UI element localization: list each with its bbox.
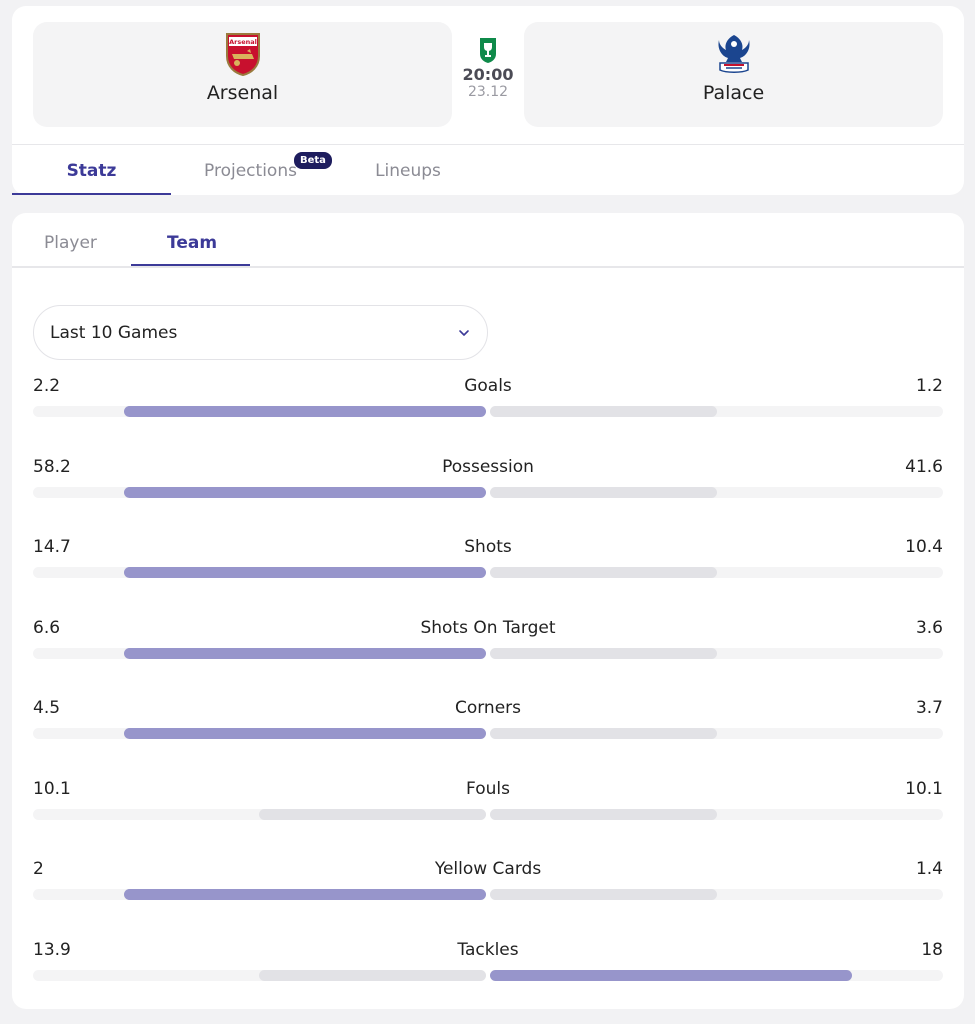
games-filter-select[interactable]: Last 10 Games bbox=[33, 305, 488, 360]
tab-statz[interactable]: Statz bbox=[66, 161, 117, 181]
stat-label: Shots On Target bbox=[420, 617, 556, 638]
stat-home-track bbox=[33, 889, 486, 900]
stat-away-track bbox=[490, 647, 943, 659]
stat-away-track bbox=[490, 728, 943, 739]
stat-away-bar bbox=[490, 969, 852, 981]
stat-label: Fouls bbox=[466, 778, 510, 799]
stat-label: Yellow Cards bbox=[434, 859, 542, 879]
kickoff-time: 20:00 bbox=[462, 65, 514, 84]
stat-home-track bbox=[33, 486, 486, 498]
stat-home-value: 2 bbox=[33, 859, 44, 879]
stat-away-bar bbox=[490, 486, 717, 498]
stat-away-bar bbox=[490, 567, 717, 578]
games-filter-value: Last 10 Games bbox=[50, 322, 178, 343]
subtab-player[interactable]: Player bbox=[44, 233, 97, 253]
stat-away-track bbox=[490, 486, 943, 498]
tab-projections[interactable]: Projections bbox=[204, 161, 297, 181]
svg-text:Arsenal: Arsenal bbox=[229, 38, 257, 46]
stat-away-track bbox=[490, 889, 943, 900]
stat-home-bar bbox=[124, 486, 486, 498]
away-team-card[interactable]: Palace bbox=[524, 22, 943, 127]
stat-home-bar bbox=[124, 647, 486, 659]
stat-away-value: 10.4 bbox=[905, 537, 943, 557]
stat-home-value: 13.9 bbox=[33, 939, 71, 960]
stat-away-bar bbox=[490, 808, 717, 820]
chevron-down-icon bbox=[459, 329, 469, 336]
active-tab-indicator bbox=[12, 193, 171, 195]
stat-home-track bbox=[33, 969, 486, 981]
stat-away-value: 41.6 bbox=[905, 456, 943, 477]
stat-label: Goals bbox=[464, 376, 512, 396]
stat-home-bar bbox=[124, 406, 486, 417]
stat-row: 10.1 Fouls 10.1 bbox=[33, 779, 943, 839]
stat-home-value: 2.2 bbox=[33, 376, 61, 396]
stat-home-track bbox=[33, 406, 486, 417]
stat-home-value: 58.2 bbox=[33, 456, 71, 477]
away-team-name: Palace bbox=[702, 82, 765, 104]
stat-away-value: 10.1 bbox=[905, 778, 943, 799]
stat-home-bar bbox=[124, 728, 486, 739]
stat-away-bar bbox=[490, 889, 717, 900]
stat-row: 14.7 Shots 10.4 bbox=[33, 537, 943, 597]
stat-row: 2.2 Goals 1.2 bbox=[33, 376, 943, 436]
stats-card: Player Team Last 10 Games 2.2 Goals 1.2 58.… bbox=[12, 213, 964, 1009]
stat-away-value: 3.7 bbox=[915, 698, 943, 718]
carabao-cup-icon bbox=[480, 38, 496, 63]
stat-row: 6.6 Shots On Target 3.6 bbox=[33, 618, 943, 678]
match-info: 20:00 23.12 bbox=[452, 36, 524, 100]
stat-away-track bbox=[490, 567, 943, 578]
stat-away-value: 1.4 bbox=[915, 859, 943, 879]
stat-home-value: 14.7 bbox=[33, 537, 71, 557]
home-team-name: Arsenal bbox=[206, 82, 279, 104]
stat-label: Possession bbox=[442, 456, 534, 477]
stat-label: Corners bbox=[454, 698, 522, 718]
stat-row: 13.9 Tackles 18 bbox=[33, 940, 943, 1000]
stat-home-track bbox=[33, 647, 486, 659]
stat-home-track bbox=[33, 567, 486, 578]
stat-away-value: 18 bbox=[921, 939, 943, 960]
stat-home-bar bbox=[124, 889, 486, 900]
stat-away-bar bbox=[490, 728, 717, 739]
stat-home-value: 6.6 bbox=[33, 617, 61, 638]
subtab-divider bbox=[12, 266, 964, 268]
stat-row: 2 Yellow Cards 1.4 bbox=[33, 859, 943, 919]
stat-home-track bbox=[33, 728, 486, 739]
header-divider bbox=[12, 144, 964, 145]
home-team-card[interactable]: Arsenal Arsenal bbox=[33, 22, 452, 127]
stat-away-track bbox=[490, 969, 943, 981]
match-header-card: Arsenal Arsenal 20:00 23.12 Palace Statz… bbox=[12, 6, 964, 195]
crystal-palace-crest-icon bbox=[717, 35, 750, 73]
active-subtab-indicator bbox=[131, 264, 250, 266]
stat-home-bar bbox=[259, 808, 486, 820]
match-date: 23.12 bbox=[467, 84, 509, 100]
stat-label: Shots bbox=[464, 537, 512, 557]
stat-label: Tackles bbox=[457, 939, 519, 960]
stat-away-value: 1.2 bbox=[915, 376, 943, 396]
stat-away-track bbox=[490, 808, 943, 820]
stat-row: 4.5 Corners 3.7 bbox=[33, 698, 943, 758]
stat-home-bar bbox=[124, 567, 486, 578]
stat-row: 58.2 Possession 41.6 bbox=[33, 457, 943, 517]
stat-home-track bbox=[33, 808, 486, 820]
tab-lineups[interactable]: Lineups bbox=[375, 161, 441, 181]
stat-away-bar bbox=[490, 647, 717, 659]
stat-away-track bbox=[490, 406, 943, 417]
stat-away-bar bbox=[490, 406, 717, 417]
subtab-team[interactable]: Team bbox=[167, 233, 218, 253]
stat-away-value: 3.6 bbox=[915, 617, 943, 638]
stat-home-value: 4.5 bbox=[33, 698, 61, 718]
stat-home-value: 10.1 bbox=[33, 778, 71, 799]
arsenal-crest-icon: Arsenal bbox=[225, 33, 260, 76]
stat-home-bar bbox=[259, 969, 486, 981]
beta-badge: Beta bbox=[294, 152, 332, 169]
